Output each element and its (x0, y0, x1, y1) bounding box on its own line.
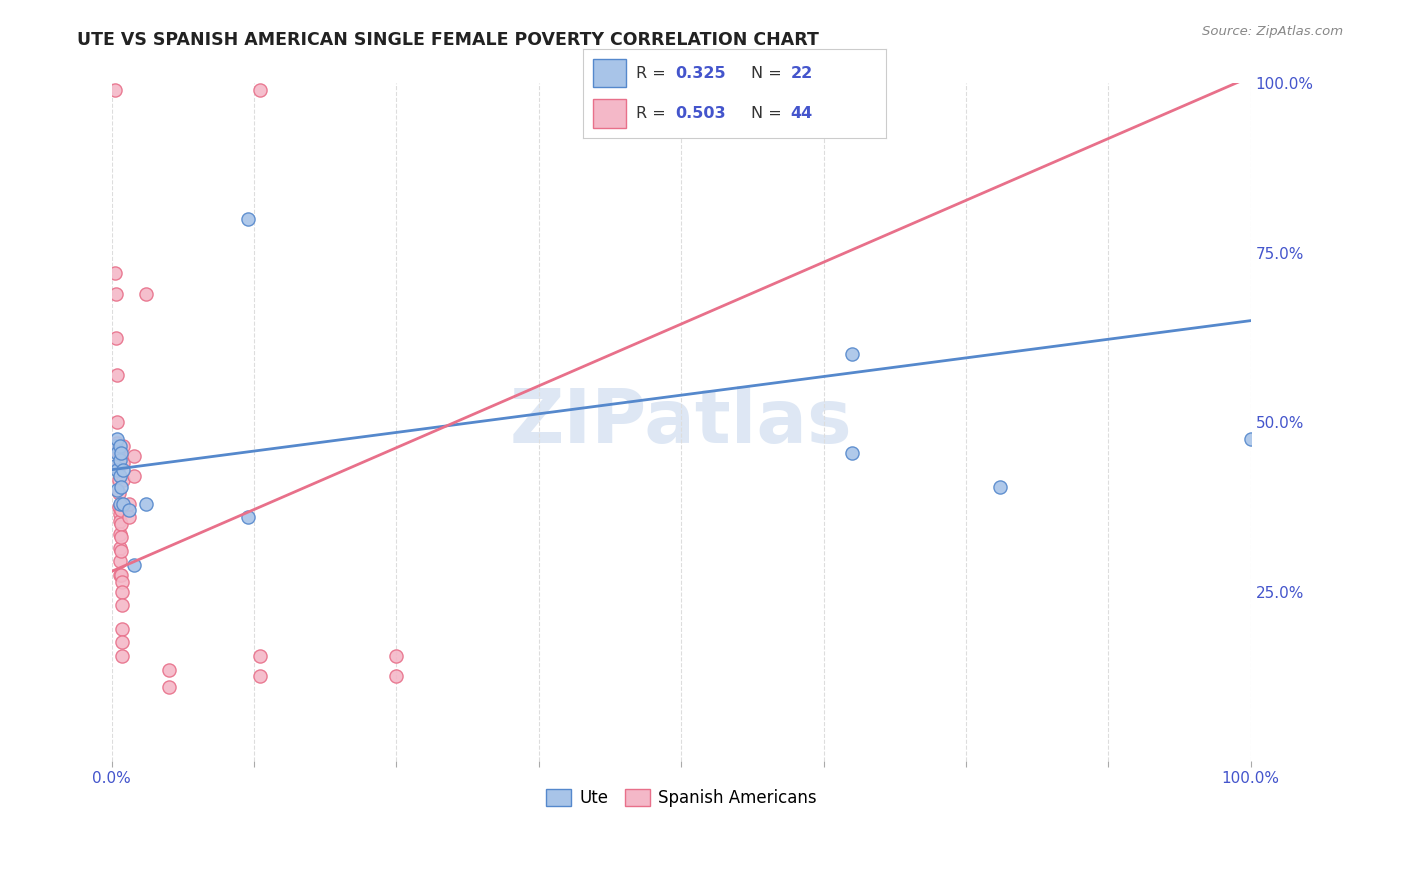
Point (249, 669, 271, 683)
Point (112, 463, 135, 477)
Point (249, 648, 271, 663)
Point (108, 497, 131, 511)
Point (249, 83, 271, 97)
Text: 44: 44 (790, 106, 813, 120)
Point (238, 510, 260, 524)
Point (110, 544, 132, 558)
Point (110, 503, 132, 517)
Point (135, 286, 157, 301)
Point (108, 439, 131, 453)
Point (124, 469, 146, 483)
Point (157, 663, 180, 677)
Text: R =: R = (637, 66, 671, 80)
Point (112, 456, 135, 470)
Point (105, 286, 128, 301)
Point (108, 567, 131, 582)
Point (112, 497, 135, 511)
Point (107, 446, 129, 460)
Point (118, 497, 141, 511)
Point (111, 584, 134, 599)
Point (841, 347, 863, 361)
Text: 0.325: 0.325 (676, 66, 727, 80)
Bar (592, 99, 626, 128)
Point (111, 598, 134, 612)
Point (105, 483, 128, 497)
Text: 22: 22 (790, 66, 813, 80)
Point (108, 452, 131, 467)
Point (108, 541, 131, 555)
Point (108, 507, 131, 521)
Point (118, 503, 141, 517)
Text: N =: N = (751, 106, 787, 120)
Point (110, 446, 132, 460)
Point (110, 531, 132, 545)
Point (1240, 432, 1263, 446)
Point (111, 648, 134, 663)
Point (110, 480, 132, 494)
Point (105, 463, 128, 477)
Point (104, 459, 127, 474)
Point (105, 415, 128, 429)
Point (112, 473, 135, 487)
Point (105, 435, 128, 450)
Text: UTE VS SPANISH AMERICAN SINGLE FEMALE POVERTY CORRELATION CHART: UTE VS SPANISH AMERICAN SINGLE FEMALE PO… (77, 31, 820, 49)
Point (135, 497, 157, 511)
Point (118, 510, 141, 524)
Point (107, 500, 129, 514)
Legend: Ute, Spanish Americans: Ute, Spanish Americans (538, 782, 824, 814)
Point (110, 567, 132, 582)
Point (104, 439, 127, 453)
Text: N =: N = (751, 66, 787, 80)
Point (112, 439, 135, 453)
Text: 0.503: 0.503 (676, 106, 727, 120)
Point (104, 266, 127, 280)
Point (108, 469, 131, 483)
Point (107, 459, 129, 474)
Point (385, 648, 408, 663)
Point (988, 480, 1011, 494)
Point (105, 330, 128, 344)
Point (108, 514, 131, 528)
Point (111, 574, 134, 589)
Point (110, 516, 132, 531)
Point (105, 368, 128, 382)
Point (107, 486, 129, 500)
Text: ZIPatlas: ZIPatlas (510, 385, 852, 458)
Point (105, 432, 128, 446)
Point (107, 473, 129, 487)
Point (238, 211, 260, 226)
Point (108, 554, 131, 568)
Point (108, 527, 131, 541)
Point (157, 680, 180, 694)
Point (105, 446, 128, 460)
Point (111, 635, 134, 649)
Point (385, 669, 408, 683)
Text: Source: ZipAtlas.com: Source: ZipAtlas.com (1202, 25, 1343, 38)
Text: R =: R = (637, 106, 671, 120)
Bar (592, 59, 626, 87)
Point (104, 83, 127, 97)
Point (111, 622, 134, 636)
Point (124, 449, 146, 463)
Point (124, 558, 146, 572)
Point (841, 446, 863, 460)
